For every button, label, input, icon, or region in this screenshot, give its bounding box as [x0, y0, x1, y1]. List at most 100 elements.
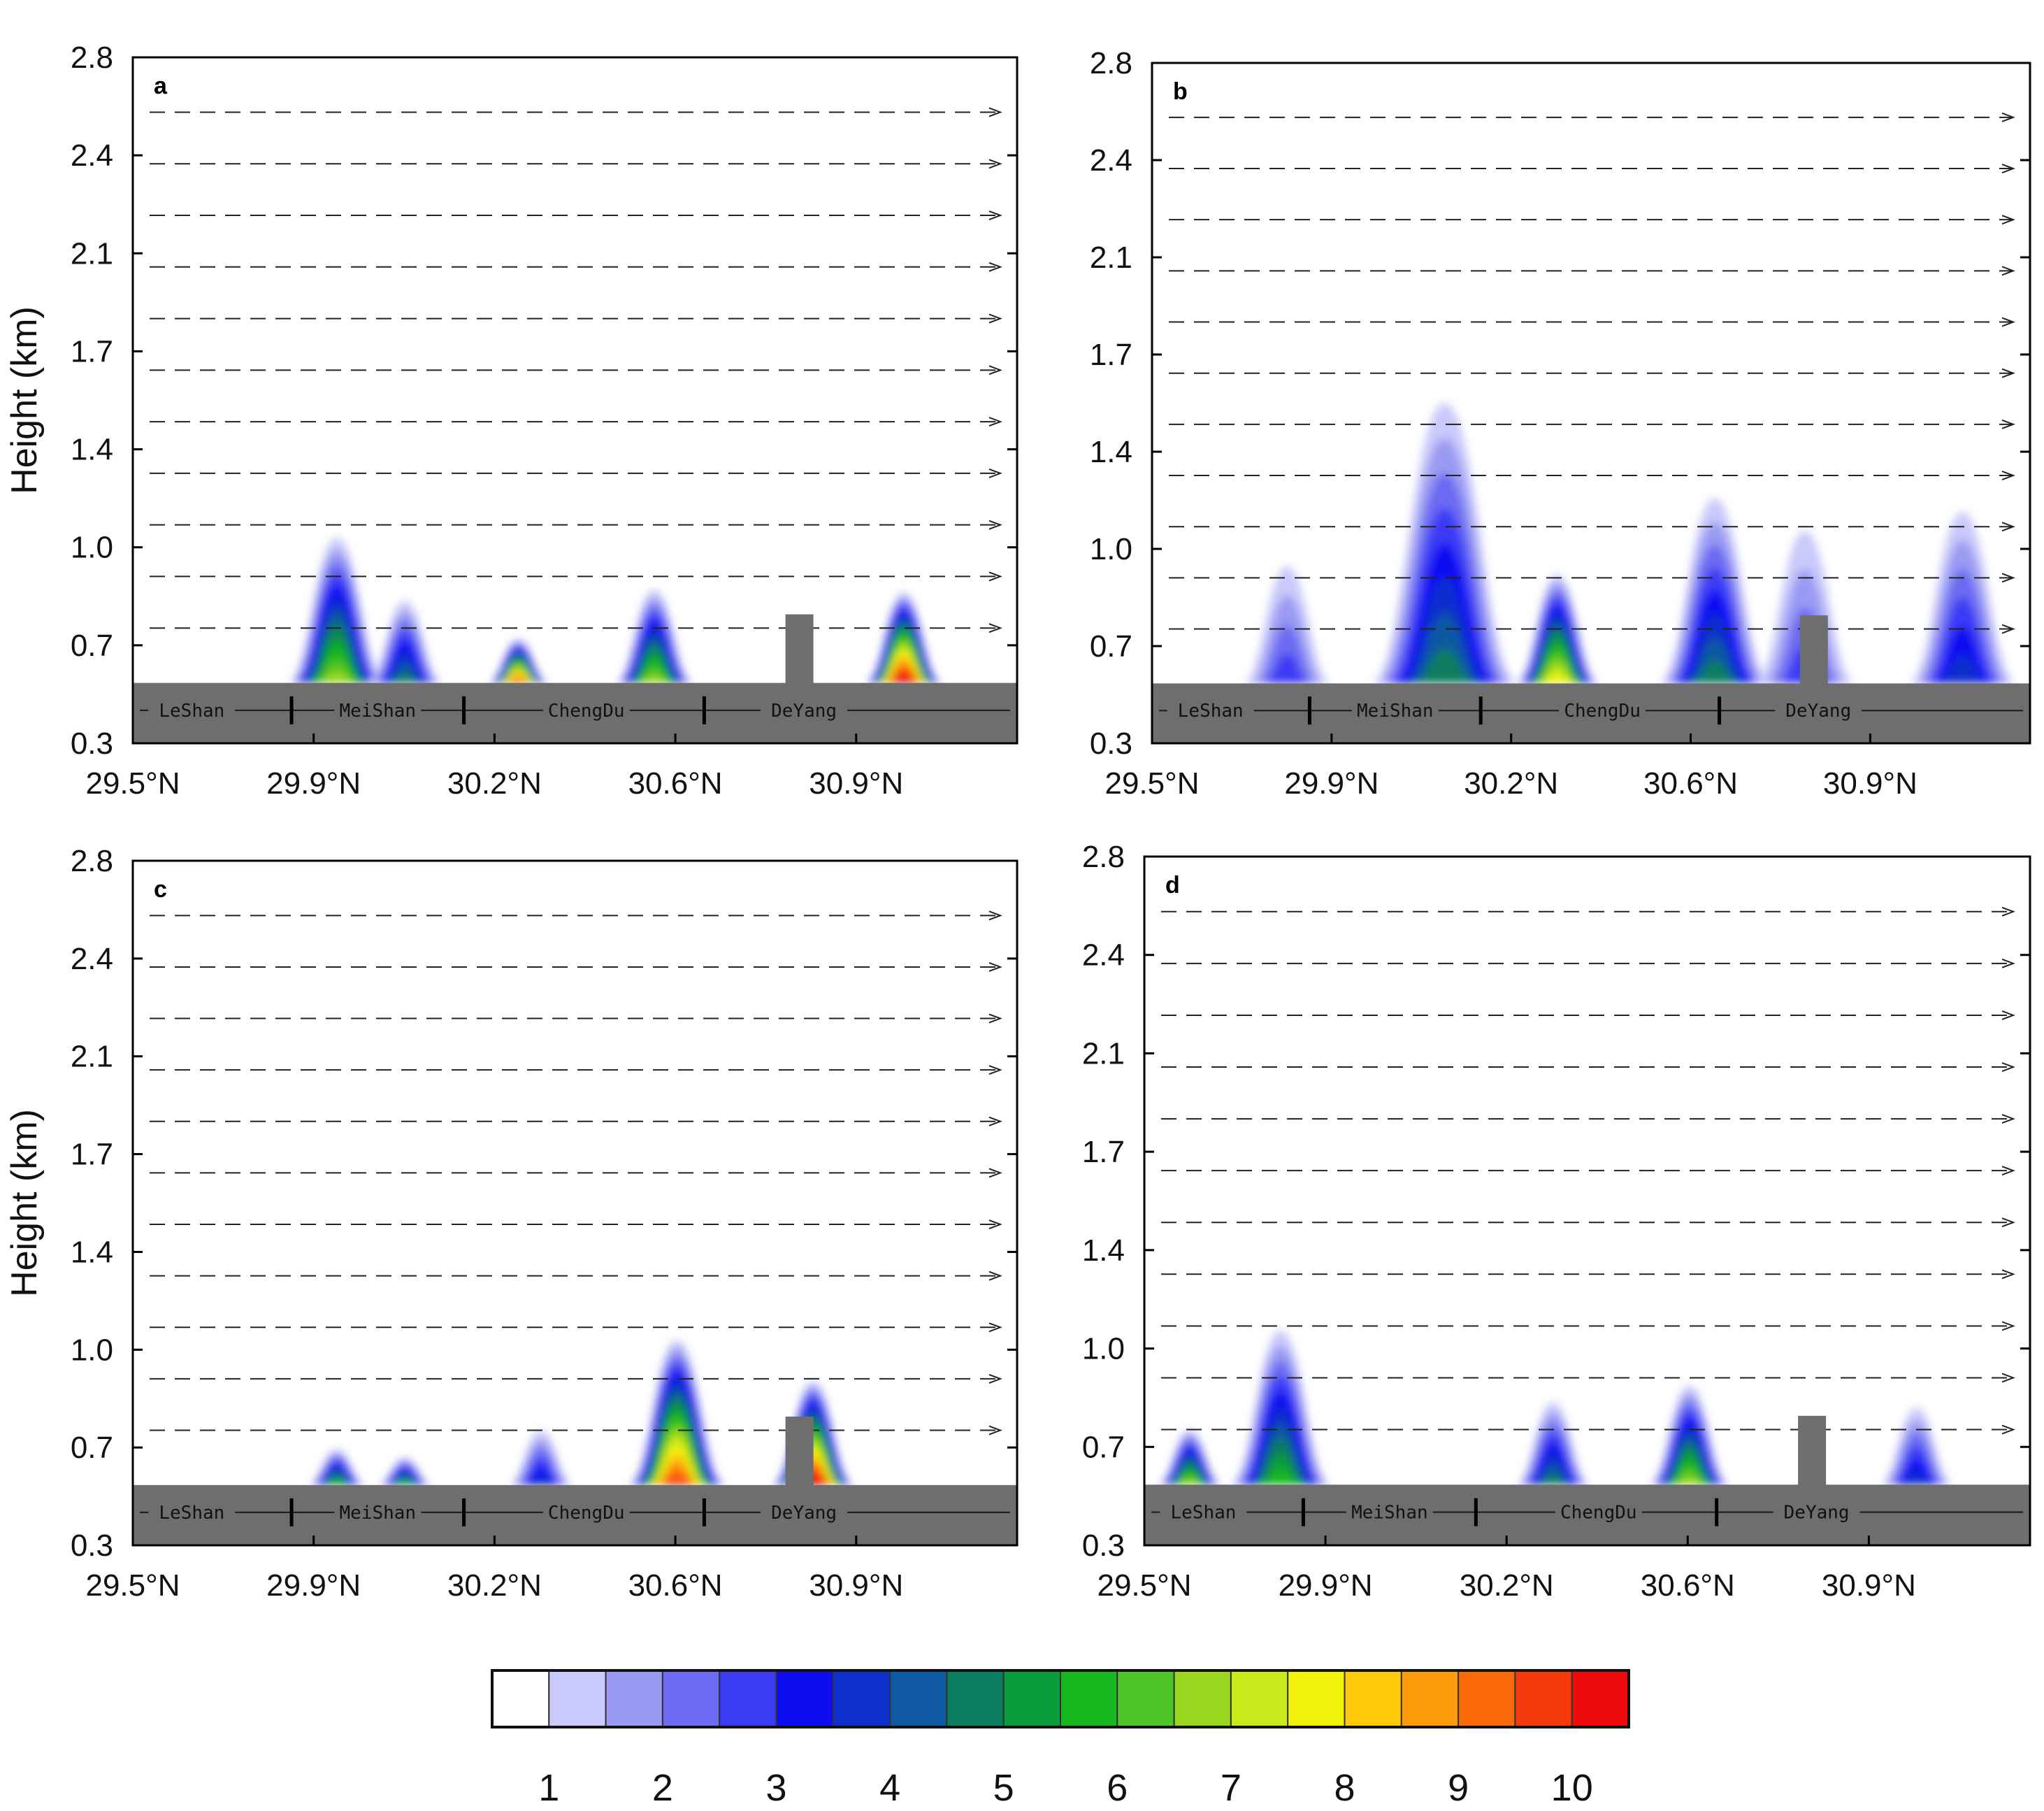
contour-band — [1672, 1476, 1706, 1485]
y-tick-label: 1.7 — [1090, 338, 1132, 372]
colorbar-swatch — [661, 1670, 721, 1728]
wind-arrowhead — [988, 1322, 1002, 1333]
colorbar-label: 7 — [1221, 1767, 1241, 1809]
y-tick-label: 2.4 — [1090, 143, 1132, 178]
x-tick-label: 30.9°N — [809, 1568, 903, 1603]
x-tick-label: 29.5°N — [1104, 766, 1199, 801]
panel-c: LeShan MeiShan ChengDu DeYang c 0.3 0.7 1.0 1.4 1… — [4, 844, 1019, 1603]
city-label: DeYang — [771, 701, 837, 722]
contour-band — [1937, 654, 1988, 684]
colorbar-label: 5 — [993, 1767, 1014, 1809]
wind-arrowhead — [2001, 1373, 2015, 1383]
wind-arrowhead — [2001, 1217, 2015, 1228]
wind-arrowhead — [2001, 906, 2015, 917]
colorbar-label: 6 — [1107, 1767, 1128, 1809]
contour-band — [388, 672, 422, 683]
wind-arrowhead — [988, 107, 1002, 117]
x-tick-label: 29.5°N — [1097, 1568, 1191, 1603]
city-label: LeShan — [159, 701, 224, 722]
wind-arrowhead — [988, 159, 1002, 169]
contour-band — [1540, 675, 1575, 684]
panel-d: LeShan MeiShan ChengDu DeYang d 0.3 0.7 1.0 1.4 1… — [1082, 840, 2031, 1603]
x-tick-label: 30.2°N — [447, 766, 542, 801]
y-tick-label: 0.7 — [1082, 1430, 1125, 1464]
contour-group — [1242, 403, 2017, 684]
y-tick-label: 2.8 — [1082, 840, 1125, 874]
y-tick-label: 1.7 — [71, 1138, 113, 1172]
city-label: DeYang — [1784, 1503, 1850, 1524]
city-label: ChengDu — [548, 701, 625, 722]
contour-band — [1264, 654, 1311, 684]
city-label-bg — [148, 699, 236, 720]
colorbar-swatch — [1344, 1670, 1402, 1728]
wind-arrowhead — [2001, 573, 2015, 583]
y-tick-label: 1.4 — [1090, 435, 1132, 469]
wind-arrowhead — [2001, 368, 2015, 378]
y-tick-label: 1.7 — [1082, 1135, 1125, 1169]
y-tick-label: 1.7 — [71, 334, 113, 368]
y-axis-label: Height (km) — [4, 306, 45, 494]
colorbar-swatch — [1173, 1670, 1232, 1728]
y-tick-label: 2.8 — [71, 41, 113, 75]
y-tick-label: 0.3 — [71, 1529, 113, 1563]
x-tick-label: 30.9°N — [1822, 1568, 1916, 1603]
wind-vectors — [150, 107, 1002, 634]
wind-arrowhead — [988, 520, 1002, 530]
y-axis-label: Height (km) — [4, 1109, 45, 1297]
colorbar-swatch — [775, 1670, 834, 1728]
contour-band — [316, 671, 357, 683]
wind-arrowhead — [2001, 164, 2015, 173]
city-label: LeShan — [159, 1503, 224, 1524]
city-label: LeShan — [1171, 1503, 1237, 1524]
x-tick-label: 30.6°N — [628, 766, 723, 801]
panel-label: b — [1173, 78, 1188, 105]
x-tick-label: 30.6°N — [1643, 766, 1738, 801]
x-tick-label: 30.9°N — [809, 766, 903, 801]
colorbar-swatch — [548, 1670, 607, 1728]
x-tick-label: 30.2°N — [1460, 1568, 1554, 1603]
wind-arrowhead — [988, 1373, 1002, 1384]
city-label: MeiShan — [340, 1503, 417, 1524]
city-label: ChengDu — [1564, 701, 1641, 722]
plot-frame — [131, 56, 1019, 745]
y-tick-label: 0.7 — [71, 1431, 113, 1465]
colorbar-label: 10 — [1551, 1767, 1593, 1809]
y-tick-label: 2.1 — [71, 1040, 113, 1074]
panel-label: c — [154, 876, 167, 903]
city-label: LeShan — [1178, 701, 1244, 722]
wind-arrowhead — [2001, 266, 2015, 276]
wind-arrowhead — [2001, 1424, 2015, 1435]
wind-arrowhead — [988, 417, 1002, 427]
colorbar-swatch — [1514, 1670, 1573, 1728]
city-label-bg — [761, 699, 848, 720]
y-tick-label: 0.7 — [1090, 629, 1132, 664]
wind-arrowhead — [988, 910, 1002, 921]
city-label-bg — [1346, 1501, 1433, 1522]
wind-arrowhead — [988, 623, 1002, 634]
colorbar-label: 1 — [538, 1767, 559, 1809]
x-tick-label: 29.9°N — [1284, 766, 1379, 801]
y-tick-label: 1.0 — [71, 1333, 113, 1367]
x-tick-label: 30.9°N — [1823, 766, 1917, 801]
city-label-bg — [761, 1501, 848, 1522]
y-tick-label: 2.8 — [71, 844, 113, 878]
y-tick-label: 1.4 — [1082, 1233, 1125, 1268]
contour-band — [393, 1482, 417, 1485]
wind-arrowhead — [988, 1425, 1002, 1436]
panel-b: LeShan MeiShan ChengDu DeYang b 0.3 0.7 1.0 1.4 1… — [1090, 46, 2031, 801]
x-tick-label: 29.5°N — [85, 1568, 180, 1603]
colorbar-swatch — [946, 1670, 1005, 1728]
city-label: DeYang — [1785, 701, 1851, 722]
wind-arrowhead — [988, 962, 1002, 972]
wind-arrowhead — [2001, 1010, 2015, 1020]
colorbar-swatch — [1116, 1670, 1175, 1728]
colorbar-label: 3 — [765, 1767, 786, 1809]
wind-arrowhead — [2001, 317, 2015, 327]
colorbar-swatch — [889, 1670, 948, 1728]
wind-arrowhead — [2001, 1269, 2015, 1280]
y-tick-label: 1.0 — [1082, 1332, 1125, 1366]
wind-vectors — [150, 910, 1002, 1436]
wind-arrowhead — [988, 210, 1002, 220]
y-tick-label: 1.0 — [1090, 532, 1132, 566]
contour-band — [324, 1481, 350, 1485]
